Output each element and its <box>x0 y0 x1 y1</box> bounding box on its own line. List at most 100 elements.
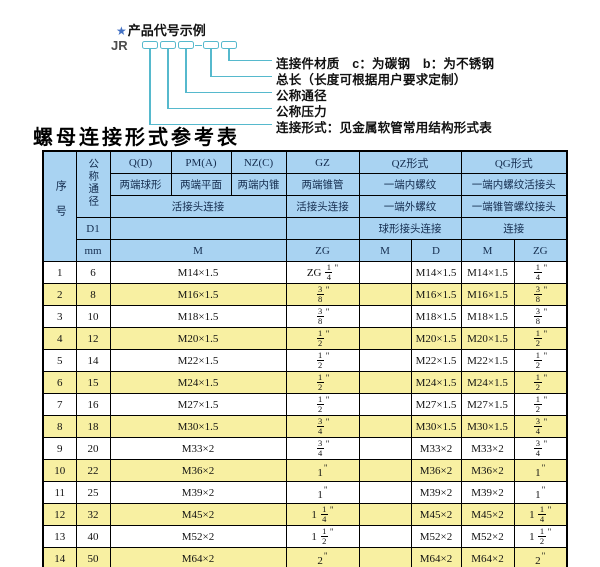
diagram-label-pressure: 公称压力 <box>276 105 327 119</box>
table-cell: 10 <box>42 459 77 482</box>
table-cell: 12 <box>75 327 111 350</box>
table-cell: M27×1.5 <box>460 393 515 416</box>
table-cell: 32 <box>75 503 111 526</box>
table-cell: 14 <box>42 547 77 567</box>
header-ends-pma: 两端平面 <box>170 173 232 196</box>
table-cell: M33×2 <box>410 437 462 460</box>
leader-line <box>210 48 212 76</box>
table-row: 2 8 M16×1.5 3 8 " M16×1.5 M16×1.5 3 8 " <box>42 283 568 306</box>
table-row: 11 25 M39×2 1" M39×2 M39×2 1" <box>42 481 568 504</box>
table-cell: M22×1.5 <box>109 349 287 372</box>
table-row: 9 20 M33×2 3 4 " M33×2 M33×2 3 4 " <box>42 437 568 460</box>
code-prefix: JR <box>111 38 128 53</box>
table-title: 螺母连接形式参考表 <box>33 127 240 149</box>
table-cell <box>358 503 412 526</box>
header-ends-gz: 两端锥管 <box>285 173 360 196</box>
table-cell: 5 <box>42 349 77 372</box>
header-unit-qg-zg: ZG <box>513 239 568 262</box>
table-cell: M16×1.5 <box>460 283 515 306</box>
table-cell: 1 2 " <box>285 349 360 372</box>
table-cell <box>358 283 412 306</box>
table-cell: 1" <box>513 459 568 482</box>
header-unit-qz-d: D <box>410 239 462 262</box>
header-seq: 序号 <box>42 150 77 262</box>
reference-table: 序号 公称通径 Q(D) PM(A) NZ(C) GZ QZ形式 QG形式 两端… <box>42 150 569 567</box>
table-cell <box>358 547 412 567</box>
table-cell: 13 <box>42 525 77 548</box>
table-row: 5 14 M22×1.5 1 2 " M22×1.5 M22×1.5 1 2 " <box>42 349 568 372</box>
table-cell <box>358 305 412 328</box>
diagram-label-length: 总长（长度可根据用户要求定制） <box>276 73 467 87</box>
header-ends-nzc: 两端内锥 <box>230 173 287 196</box>
table-cell: 1 2 " <box>285 327 360 350</box>
table-row: 10 22 M36×2 1" M36×2 M36×2 1" <box>42 459 568 482</box>
table-cell: M24×1.5 <box>460 371 515 394</box>
table-cell: M36×2 <box>109 459 287 482</box>
table-cell: M24×1.5 <box>109 371 287 394</box>
table-cell: M18×1.5 <box>460 305 515 328</box>
header-blank-gz <box>285 217 360 240</box>
table-cell <box>358 481 412 504</box>
table-cell: 2 <box>42 283 77 306</box>
table-cell: M14×1.5 <box>460 261 515 284</box>
leader-line <box>228 59 272 61</box>
table-cell: ZG 1 4 " <box>285 261 360 284</box>
table-cell: 9 <box>42 437 77 460</box>
table-cell: M18×1.5 <box>410 305 462 328</box>
table-cell: M64×2 <box>109 547 287 567</box>
leader-line <box>149 123 272 125</box>
table-cell: M39×2 <box>460 481 515 504</box>
table-cell: M33×2 <box>109 437 287 460</box>
table-cell <box>358 371 412 394</box>
table-cell: 1 1 2 " <box>285 525 360 548</box>
header-ends-qg: 一端内螺纹活接头 <box>460 173 568 196</box>
table-cell: M30×1.5 <box>410 415 462 438</box>
table-cell: 3 4 " <box>513 415 568 438</box>
table-cell: M14×1.5 <box>410 261 462 284</box>
table-row: 4 12 M20×1.5 1 2 " M20×1.5 M20×1.5 1 2 " <box>42 327 568 350</box>
header-ends-qd: 两端球形 <box>109 173 172 196</box>
table-cell: 7 <box>42 393 77 416</box>
table-cell: 3 4 " <box>285 415 360 438</box>
table-cell: M22×1.5 <box>410 349 462 372</box>
table-cell: M52×2 <box>460 525 515 548</box>
leader-line <box>185 48 187 92</box>
table-row: 7 16 M27×1.5 1 2 " M27×1.5 M27×1.5 1 2 " <box>42 393 568 416</box>
table-cell: 1 2 " <box>285 371 360 394</box>
header-code-qz: QZ形式 <box>358 150 462 174</box>
table-cell <box>358 261 412 284</box>
header-code-gz: GZ <box>285 150 360 174</box>
leader-line <box>149 48 151 124</box>
table-header: 序号 公称通径 Q(D) PM(A) NZ(C) GZ QZ形式 QG形式 两端… <box>42 150 568 262</box>
table-cell: 3 4 " <box>285 437 360 460</box>
leader-line <box>185 91 272 93</box>
header-unit-qz-m: M <box>358 239 412 262</box>
table-cell: 50 <box>75 547 111 567</box>
table-cell: 1 <box>42 261 77 284</box>
table-cell: 14 <box>75 349 111 372</box>
table-row: 3 10 M18×1.5 3 8 " M18×1.5 M18×1.5 3 8 " <box>42 305 568 328</box>
table-cell: 8 <box>42 415 77 438</box>
table-cell: 1 2 " <box>513 327 568 350</box>
table-cell: 15 <box>75 371 111 394</box>
table-cell <box>358 459 412 482</box>
header-blank-qpn <box>109 217 287 240</box>
table-cell: M45×2 <box>410 503 462 526</box>
table-cell: M20×1.5 <box>109 327 287 350</box>
table-cell: 2" <box>513 547 568 567</box>
table-row: 14 50 M64×2 2" M64×2 M64×2 2" <box>42 547 568 567</box>
table-cell: M52×2 <box>410 525 462 548</box>
header-row-4: D1 球形接头连接 连接 <box>43 217 568 240</box>
table-cell: 1 2 " <box>513 393 568 416</box>
table-cell: M52×2 <box>109 525 287 548</box>
table-row: 8 18 M30×1.5 3 4 " M30×1.5 M30×1.5 3 4 " <box>42 415 568 438</box>
table-cell: M27×1.5 <box>410 393 462 416</box>
diagram-heading-text: 产品代号示例 <box>127 23 206 38</box>
